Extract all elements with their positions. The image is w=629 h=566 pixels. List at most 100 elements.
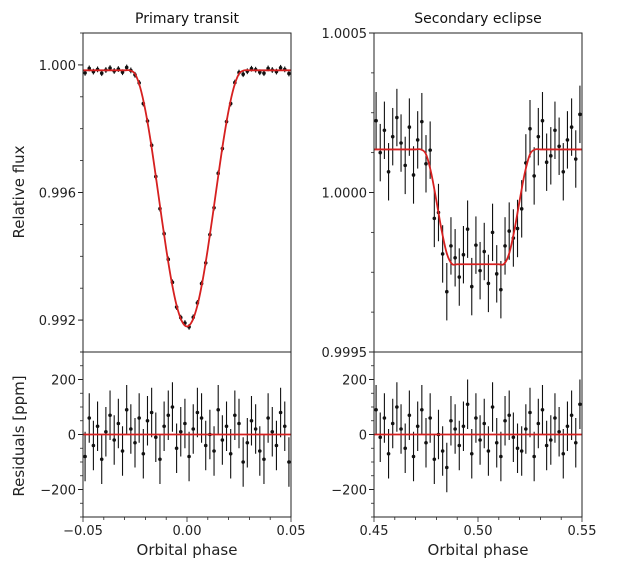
flux-point: [108, 66, 112, 70]
flux-point: [403, 163, 408, 168]
y-tick-label: 0.992: [39, 314, 76, 329]
residual-point: [424, 440, 428, 445]
ylabel-residuals: Residuals [ppm]: [10, 375, 28, 496]
residual-point: [187, 454, 191, 459]
residual-point: [178, 429, 183, 434]
flux-point: [415, 138, 420, 142]
flux-point: [258, 70, 262, 75]
residual-point: [233, 413, 237, 418]
residual-point: [415, 424, 420, 429]
residual-tick-label: 200: [51, 374, 76, 389]
flux-point: [565, 138, 570, 142]
model-curve: [83, 69, 291, 328]
flux-point: [411, 173, 416, 177]
flux-point: [532, 174, 536, 178]
residual-point: [183, 421, 187, 426]
residual-point: [224, 424, 229, 429]
flux-point: [528, 126, 532, 131]
flux-point: [573, 157, 578, 161]
residual-point: [95, 424, 100, 429]
residual-point: [544, 443, 549, 448]
residual-point: [174, 446, 179, 451]
residual-point: [145, 418, 150, 423]
flux-point: [432, 216, 437, 221]
residual-point: [149, 410, 154, 415]
flux-point: [519, 207, 524, 211]
residual-point: [524, 427, 528, 431]
residual-point: [453, 427, 457, 431]
flux-point: [494, 272, 499, 276]
flux-point: [553, 128, 557, 133]
residual-point: [199, 416, 204, 420]
residual-point: [91, 443, 96, 448]
residual-point: [270, 429, 275, 434]
residual-point: [440, 449, 445, 453]
residual-point: [519, 449, 524, 453]
residual-point: [220, 438, 225, 442]
residual-point: [461, 424, 466, 429]
residual-point: [528, 410, 532, 415]
flux-point: [262, 71, 266, 75]
residual-point: [494, 440, 499, 445]
residual-point: [154, 435, 158, 440]
residual-point: [129, 427, 133, 431]
residual-point: [511, 435, 516, 440]
flux-point: [407, 125, 412, 129]
residual-point: [499, 454, 503, 459]
residual-point: [490, 405, 495, 409]
residual-point: [245, 440, 250, 445]
flux-point: [374, 118, 378, 123]
x-tick-label: 0.45: [360, 524, 389, 539]
residual-axes-frame: [82, 351, 292, 518]
residual-point: [573, 440, 578, 445]
residual-point: [374, 407, 378, 412]
residual-point: [445, 465, 449, 470]
residual-point: [287, 460, 291, 464]
residual-point: [553, 416, 557, 420]
flux-point: [474, 243, 478, 247]
residual-point: [191, 427, 196, 431]
residual-point: [399, 427, 403, 431]
residual-point: [540, 407, 545, 412]
flux-point: [241, 72, 245, 77]
residual-point: [258, 449, 262, 453]
residual-point: [274, 443, 279, 448]
flux-point: [386, 169, 391, 174]
residual-point: [266, 416, 270, 420]
x-tick-label: 0.50: [464, 524, 493, 539]
flux-point: [499, 287, 503, 292]
residual-point: [282, 424, 287, 429]
x-tick-label: 0.00: [173, 524, 202, 539]
flux-point: [457, 275, 462, 279]
residual-point: [133, 440, 137, 445]
flux-point: [453, 255, 457, 260]
flux-point: [540, 118, 545, 123]
residual-point: [478, 438, 482, 442]
y-tick-label: 0.9995: [322, 346, 368, 361]
flux-point: [382, 128, 387, 133]
flux-point: [287, 71, 291, 76]
flux-point: [278, 65, 283, 70]
residual-tick-label: 0: [68, 429, 76, 444]
residual-point: [465, 402, 470, 407]
y-tick-label: 0.996: [39, 187, 76, 202]
residual-point: [411, 454, 416, 459]
residual-point: [262, 457, 266, 462]
residual-point: [99, 457, 104, 462]
ylabel-relative-flux: Relative flux: [10, 145, 28, 238]
residual-point: [386, 451, 391, 456]
flux-point: [515, 226, 520, 231]
residual-point: [432, 457, 437, 462]
flux-point: [428, 148, 432, 152]
residual-point: [120, 449, 125, 453]
flux-point: [569, 125, 574, 129]
residual-point: [569, 413, 574, 418]
residual-point: [158, 457, 162, 462]
flux-point: [399, 141, 403, 145]
residual-point: [403, 446, 408, 451]
chart-1: 1.0005 1.0000 0.9995 200 0 −200 0.45 0.50 0.55: [322, 27, 597, 539]
title-primary-transit: Primary transit: [135, 11, 239, 27]
residual-point: [532, 454, 536, 459]
residual-point: [83, 454, 87, 459]
